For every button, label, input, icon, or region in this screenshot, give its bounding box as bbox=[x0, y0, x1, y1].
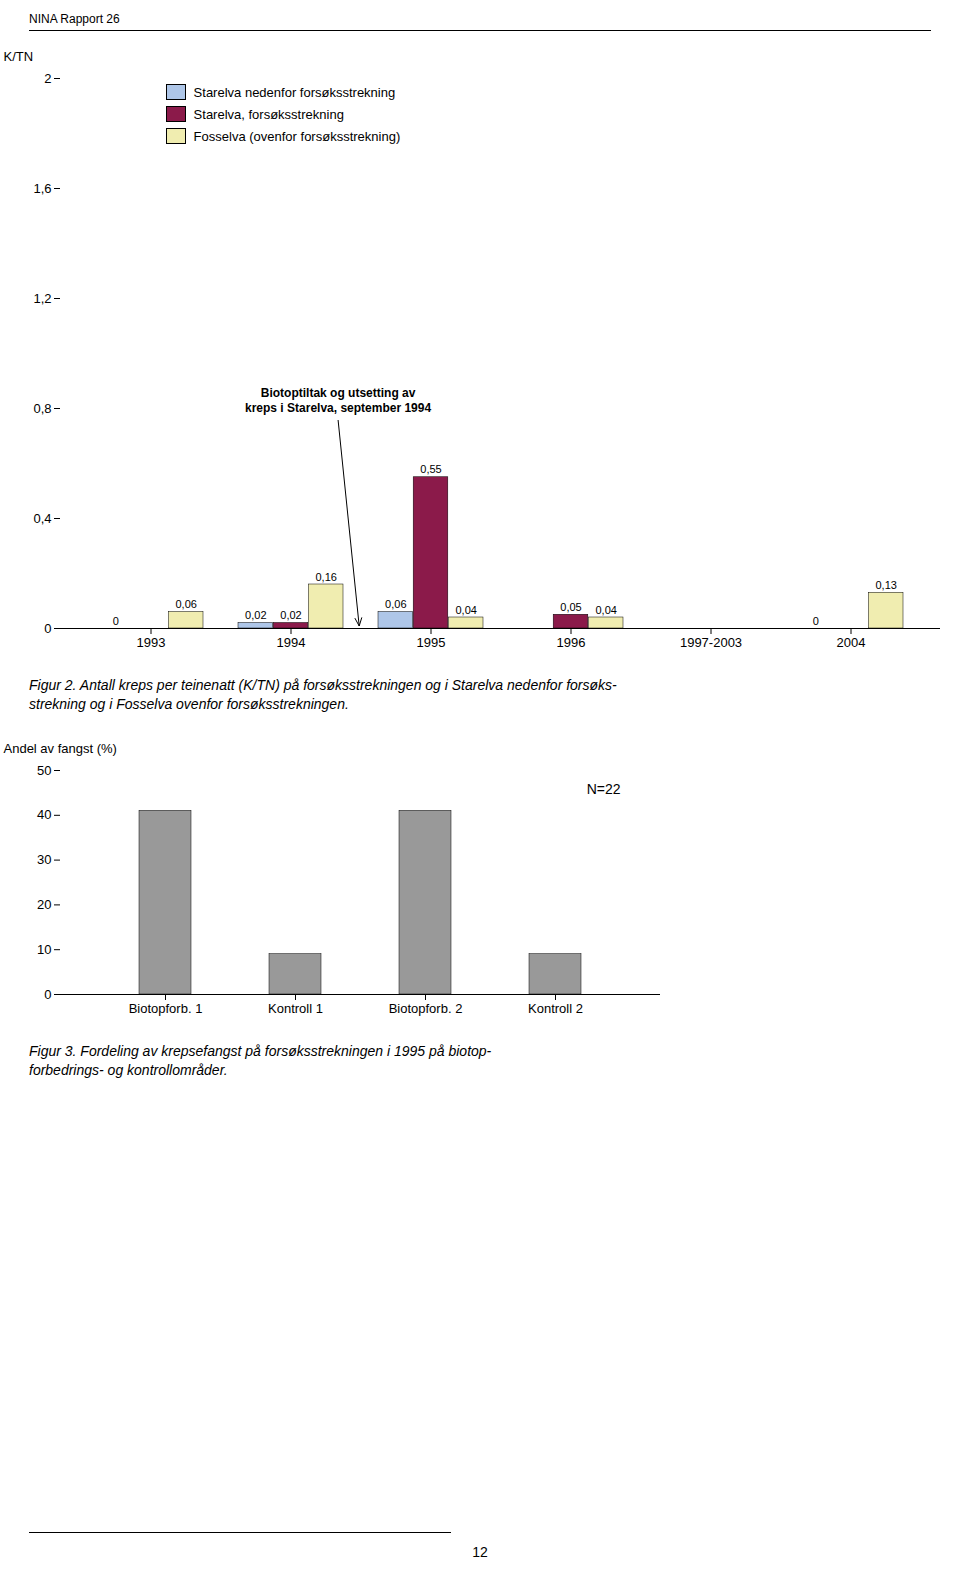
html-text:12: 12 bbox=[472, 1544, 488, 1560]
svg-text:Andel av fangst (%): Andel av fangst (%) bbox=[4, 741, 117, 756]
svg-text:0,4: 0,4 bbox=[33, 511, 51, 526]
svg-text:50: 50 bbox=[37, 763, 51, 778]
html-text:Figur 2. Antall kreps per tein: Figur 2. Antall kreps per teinenatt (K/T… bbox=[29, 677, 617, 712]
svg-text:Biotopforb. 2: Biotopforb. 2 bbox=[389, 1001, 463, 1016]
svg-text:Kontroll 1: Kontroll 1 bbox=[268, 1001, 323, 1016]
svg-text:0,13: 0,13 bbox=[875, 579, 896, 591]
svg-text:0,02: 0,02 bbox=[280, 609, 301, 621]
svg-text:0,55: 0,55 bbox=[420, 463, 441, 475]
svg-text:1993: 1993 bbox=[137, 635, 166, 650]
svg-text:1995: 1995 bbox=[417, 635, 446, 650]
svg-text:0,8: 0,8 bbox=[33, 401, 51, 416]
svg-text:1996: 1996 bbox=[557, 635, 586, 650]
svg-text:0,05: 0,05 bbox=[560, 601, 581, 613]
svg-text:Biotoptiltak og utsetting avkr: Biotoptiltak og utsetting avkreps i Star… bbox=[245, 386, 431, 415]
svg-text:1,6: 1,6 bbox=[33, 181, 51, 196]
html-text:NINA Rapport 26: NINA Rapport 26 bbox=[29, 12, 120, 26]
html-text:Fosselva (ovenfor forsøksstrek: Fosselva (ovenfor forsøksstrekning) bbox=[193, 128, 401, 144]
svg-text:0: 0 bbox=[813, 615, 819, 627]
svg-text:0,06: 0,06 bbox=[175, 598, 196, 610]
svg-text:0,16: 0,16 bbox=[315, 571, 336, 583]
svg-text:0,06: 0,06 bbox=[385, 598, 406, 610]
svg-text:20: 20 bbox=[37, 897, 51, 912]
svg-text:0,04: 0,04 bbox=[455, 604, 476, 616]
svg-text:1994: 1994 bbox=[277, 635, 306, 650]
svg-text:10: 10 bbox=[37, 942, 51, 957]
svg-text:2: 2 bbox=[44, 71, 51, 86]
html-text:Starelva, forsøksstrekning: Starelva, forsøksstrekning bbox=[193, 106, 344, 122]
svg-text:0,04: 0,04 bbox=[595, 604, 616, 616]
svg-text:Biotopforb. 1: Biotopforb. 1 bbox=[129, 1001, 203, 1016]
svg-text:N=22: N=22 bbox=[587, 781, 621, 797]
svg-text:0: 0 bbox=[44, 987, 51, 1002]
svg-text:0: 0 bbox=[113, 615, 119, 627]
svg-text:0: 0 bbox=[44, 621, 51, 636]
svg-text:K/TN: K/TN bbox=[4, 49, 34, 64]
svg-text:2004: 2004 bbox=[837, 635, 866, 650]
svg-text:30: 30 bbox=[37, 852, 51, 867]
svg-text:Kontroll 2: Kontroll 2 bbox=[528, 1001, 583, 1016]
html-text:Figur 3. Fordeling av krepsefa: Figur 3. Fordeling av krepsefangst på fo… bbox=[29, 1043, 492, 1078]
svg-text:0,02: 0,02 bbox=[245, 609, 266, 621]
svg-text:1997-2003: 1997-2003 bbox=[680, 635, 742, 650]
html-text:Starelva nedenfor forsøksstrek: Starelva nedenfor forsøksstrekning bbox=[193, 84, 396, 100]
svg-text:40: 40 bbox=[37, 807, 51, 822]
svg-text:1,2: 1,2 bbox=[33, 291, 51, 306]
